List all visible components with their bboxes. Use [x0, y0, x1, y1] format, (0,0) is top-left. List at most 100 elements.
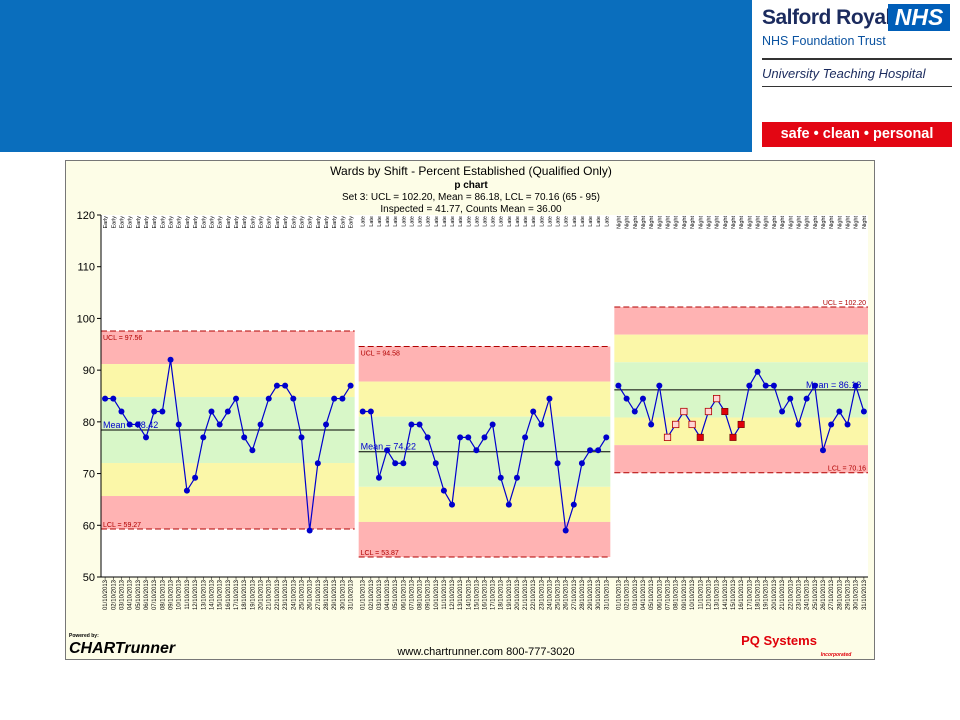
data-point: [473, 447, 480, 454]
data-point-warning: [704, 407, 713, 416]
data-point: [440, 487, 447, 494]
x-tick-label: 16/10/2013: [483, 579, 489, 610]
shift-label: Night: [739, 216, 745, 229]
shift-label: Early: [308, 216, 314, 229]
x-tick-label: 29/10/2013: [588, 579, 594, 610]
x-tick-label: 30/10/2013: [596, 579, 602, 610]
shift-label: Late: [401, 216, 407, 227]
shift-label: Night: [666, 216, 672, 229]
data-point: [578, 460, 585, 467]
x-tick-label: 09/10/2013: [426, 579, 432, 610]
shift-label: Early: [152, 216, 158, 229]
shift-label: Late: [531, 216, 537, 227]
header-band: [0, 0, 752, 152]
x-tick-label: 04/10/2013: [641, 579, 647, 610]
y-tick-label: 90: [83, 365, 95, 377]
ucl-label: UCL = 97.56: [103, 335, 142, 342]
x-tick-label: 07/10/2013: [152, 579, 158, 610]
x-tick-label: 18/10/2013: [242, 579, 248, 610]
x-tick-label: 19/10/2013: [764, 579, 770, 610]
zone-lower-middle: [101, 463, 355, 497]
data-point: [126, 421, 133, 428]
x-tick-label: 04/10/2013: [128, 579, 134, 610]
x-tick-label: 07/10/2013: [409, 579, 415, 610]
y-tick-label: 120: [77, 210, 95, 222]
data-point: [546, 395, 553, 402]
shift-label: Early: [283, 216, 289, 229]
x-tick-label: 10/10/2013: [177, 579, 183, 610]
shift-label: Early: [119, 216, 125, 229]
data-point-flagged: [696, 433, 704, 441]
x-tick-label: 05/10/2013: [136, 579, 142, 610]
x-tick-label: 05/10/2013: [393, 579, 399, 610]
x-tick-label: 08/10/2013: [674, 579, 680, 610]
x-tick-label: 26/10/2013: [821, 579, 827, 610]
ucl-label: UCL = 102.20: [823, 300, 866, 307]
y-tick-label: 80: [83, 417, 95, 429]
mean-label: Mean = 74.22: [361, 442, 416, 452]
shift-label: Early: [299, 216, 305, 229]
x-tick-label: 25/10/2013: [556, 579, 562, 610]
data-point: [481, 434, 488, 441]
y-tick-label: 70: [83, 469, 95, 481]
data-point: [432, 460, 439, 467]
shift-label: Late: [564, 216, 570, 227]
x-tick-label: 19/10/2013: [250, 579, 256, 610]
data-point: [570, 501, 577, 508]
org-name: Salford Royal: [762, 6, 891, 29]
shift-label: Late: [442, 216, 448, 227]
shift-label: Late: [515, 216, 521, 227]
x-tick-label: 07/10/2013: [666, 579, 672, 610]
x-tick-label: 12/10/2013: [450, 579, 456, 610]
x-tick-label: 14/10/2013: [209, 579, 215, 610]
shift-label: Night: [837, 216, 843, 229]
shift-label: Night: [706, 216, 712, 229]
zone-lower-inner: [358, 451, 611, 487]
data-point: [224, 408, 231, 415]
x-tick-label: 23/10/2013: [796, 579, 802, 610]
x-tick-label: 20/10/2013: [772, 579, 778, 610]
data-point-warning: [663, 433, 672, 441]
shift-label: Late: [547, 216, 553, 227]
x-tick-label: 15/10/2013: [474, 579, 480, 610]
lcl-label: LCL = 53.87: [361, 550, 399, 557]
shift-label: Night: [690, 216, 696, 229]
x-tick-label: 21/10/2013: [780, 579, 786, 610]
shift-label: Early: [275, 216, 281, 229]
data-point: [400, 460, 407, 467]
data-point: [522, 434, 529, 441]
data-point-flagged: [737, 420, 745, 428]
data-point: [457, 434, 464, 441]
data-point: [384, 447, 391, 454]
shift-label: Early: [324, 216, 330, 229]
shift-label: Night: [756, 216, 762, 229]
data-point: [860, 408, 867, 415]
x-tick-label: 14/10/2013: [723, 579, 729, 610]
x-tick-label: 12/10/2013: [193, 579, 199, 610]
data-point: [754, 368, 761, 375]
zone-lower-inner: [614, 389, 868, 418]
x-tick-label: 29/10/2013: [846, 579, 852, 610]
data-point: [746, 382, 753, 389]
shift-label: Night: [674, 216, 680, 229]
x-tick-label: 03/10/2013: [119, 579, 125, 610]
data-point: [587, 447, 594, 454]
data-point: [298, 434, 305, 441]
zone-upper-outer: [101, 331, 355, 365]
x-tick-label: 23/10/2013: [283, 579, 289, 610]
y-tick-label: 50: [83, 572, 95, 584]
shift-label: Night: [682, 216, 688, 229]
x-tick-label: 20/10/2013: [259, 579, 265, 610]
x-tick-label: 27/10/2013: [829, 579, 835, 610]
data-point: [375, 474, 382, 481]
data-point-warning: [680, 407, 688, 416]
data-point: [208, 408, 215, 415]
x-tick-label: 26/10/2013: [308, 579, 314, 610]
mean-label: Mean = 86.18: [806, 380, 861, 390]
data-point: [233, 395, 240, 402]
shift-label: Night: [829, 216, 835, 229]
shift-label: Early: [340, 216, 346, 229]
data-point: [249, 447, 256, 454]
shift-label: Early: [349, 216, 355, 229]
